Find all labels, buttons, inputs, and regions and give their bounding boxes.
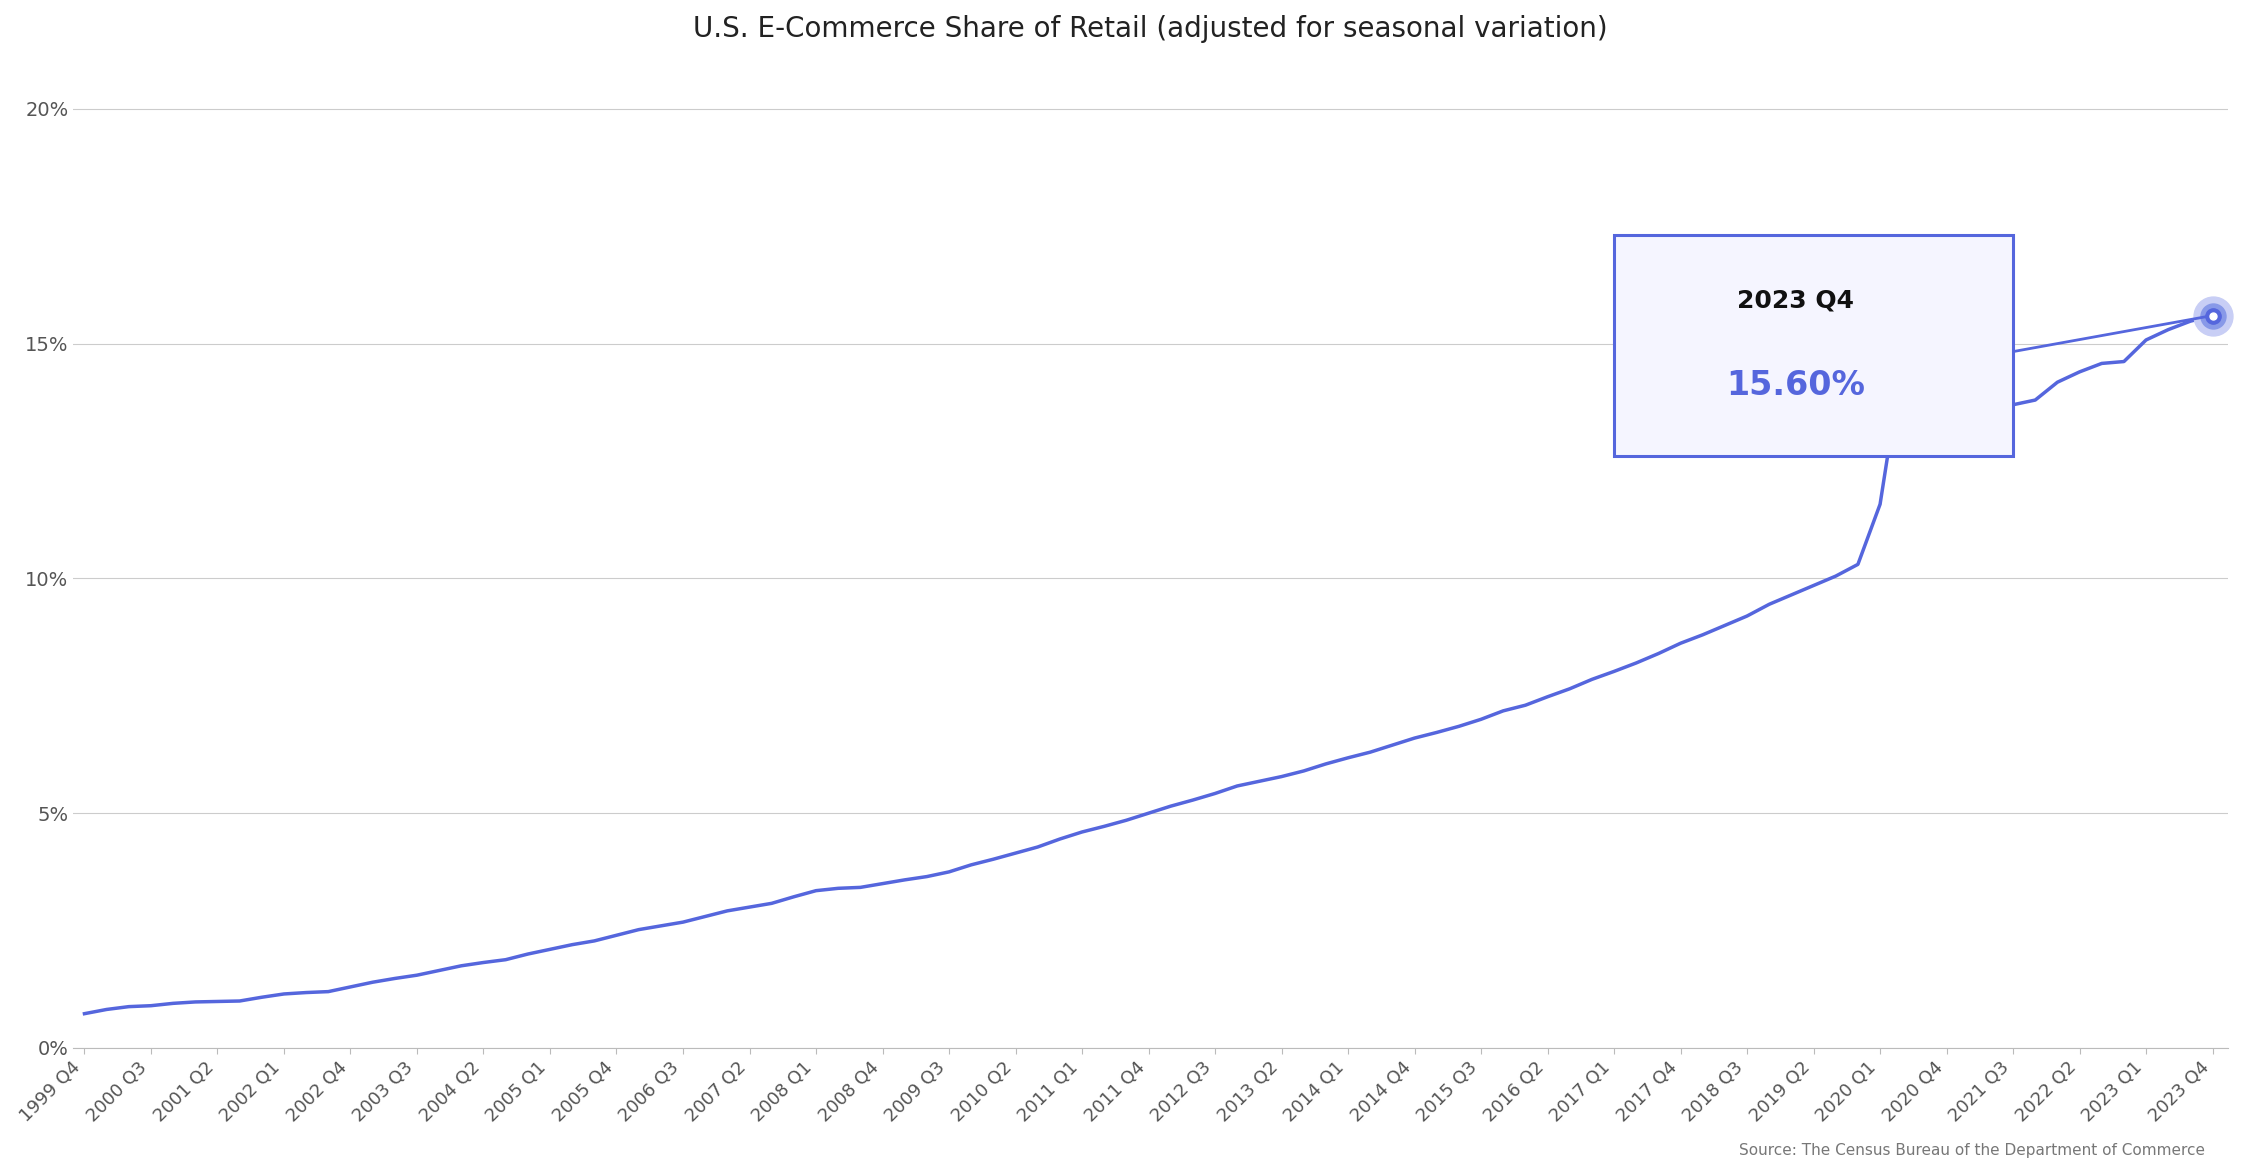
Title: U.S. E-Commerce Share of Retail (adjusted for seasonal variation): U.S. E-Commerce Share of Retail (adjuste… xyxy=(693,15,1609,44)
Text: Source: The Census Bureau of the Department of Commerce: Source: The Census Bureau of the Departm… xyxy=(1739,1143,2205,1158)
Text: 15.60%: 15.60% xyxy=(1726,369,1865,402)
FancyBboxPatch shape xyxy=(1613,234,2014,456)
Text: 2023 Q4: 2023 Q4 xyxy=(1737,289,1854,313)
